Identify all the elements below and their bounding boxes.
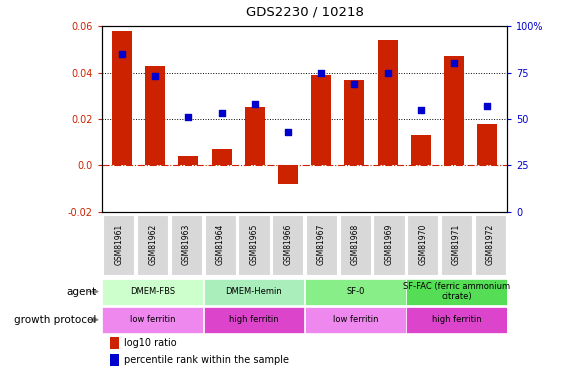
Point	[283, 129, 293, 135]
Bar	[272, 214, 303, 275]
Point	[184, 114, 193, 120]
Text: low ferritin: low ferritin	[130, 315, 175, 324]
Text: GSM81972: GSM81972	[486, 224, 495, 266]
Bar	[110, 337, 119, 349]
Text: GSM81961: GSM81961	[114, 224, 124, 266]
Point	[449, 60, 459, 66]
Text: GSM81964: GSM81964	[216, 224, 224, 266]
Text: GSM81962: GSM81962	[148, 224, 157, 266]
Text: GSM81965: GSM81965	[250, 224, 258, 266]
Text: low ferritin: low ferritin	[332, 315, 378, 324]
Bar	[444, 56, 464, 165]
Text: high ferritin: high ferritin	[432, 315, 482, 324]
Text: GSM81966: GSM81966	[283, 224, 292, 266]
Bar	[145, 66, 165, 165]
Bar	[178, 156, 198, 165]
Text: log10 ratio: log10 ratio	[124, 338, 177, 348]
Bar	[171, 214, 202, 275]
Bar	[137, 214, 168, 275]
Bar	[477, 124, 497, 165]
Bar	[110, 354, 119, 366]
Bar	[103, 279, 203, 304]
Text: GSM81963: GSM81963	[182, 224, 191, 266]
Point	[117, 51, 127, 57]
Text: GSM81970: GSM81970	[418, 224, 427, 266]
Bar	[203, 307, 304, 333]
Bar	[103, 307, 203, 333]
Bar	[475, 214, 506, 275]
Bar	[212, 149, 231, 165]
Text: GSM81967: GSM81967	[317, 224, 326, 266]
Bar	[278, 165, 298, 184]
Point	[150, 74, 160, 80]
Point	[383, 70, 392, 76]
Bar	[311, 75, 331, 165]
Bar	[408, 214, 438, 275]
Bar	[340, 214, 371, 275]
Bar	[305, 307, 406, 333]
Bar	[203, 279, 304, 304]
Point	[250, 101, 259, 107]
Point	[317, 70, 326, 76]
Text: DMEM-Hemin: DMEM-Hemin	[226, 287, 282, 296]
Text: high ferritin: high ferritin	[229, 315, 279, 324]
Bar	[378, 40, 398, 165]
Bar	[103, 214, 135, 275]
Text: GSM81968: GSM81968	[351, 224, 360, 266]
Text: SF-0: SF-0	[346, 287, 364, 296]
Bar	[112, 31, 132, 165]
Point	[350, 81, 359, 87]
Text: agent: agent	[66, 286, 96, 297]
Bar	[406, 307, 507, 333]
Bar	[345, 80, 364, 165]
Bar	[441, 214, 472, 275]
Text: GSM81971: GSM81971	[452, 224, 461, 266]
Bar	[305, 279, 406, 304]
Bar	[411, 135, 431, 165]
Text: GSM81969: GSM81969	[385, 224, 394, 266]
Bar	[374, 214, 405, 275]
Bar	[245, 108, 265, 165]
Bar	[306, 214, 337, 275]
Bar	[205, 214, 236, 275]
Text: SF-FAC (ferric ammonium
citrate): SF-FAC (ferric ammonium citrate)	[403, 282, 510, 301]
Point	[483, 103, 492, 109]
Bar	[238, 214, 269, 275]
Text: GDS2230 / 10218: GDS2230 / 10218	[245, 6, 364, 19]
Point	[217, 111, 226, 117]
Text: DMEM-FBS: DMEM-FBS	[130, 287, 175, 296]
Text: growth protocol: growth protocol	[14, 315, 96, 325]
Point	[416, 107, 426, 113]
Text: percentile rank within the sample: percentile rank within the sample	[124, 355, 289, 365]
Bar	[406, 279, 507, 304]
